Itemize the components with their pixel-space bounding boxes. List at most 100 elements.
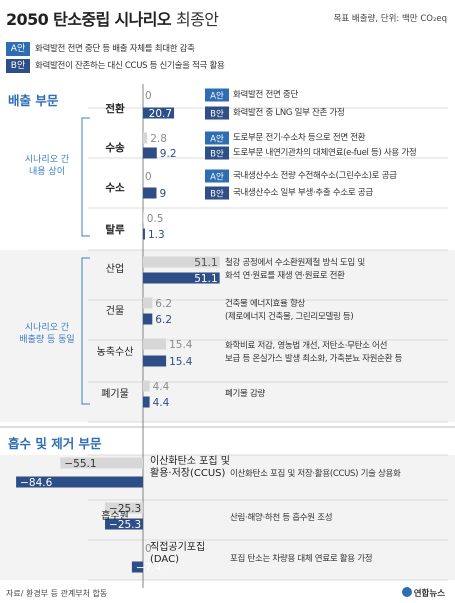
value-label-a: 6.2 (155, 298, 172, 310)
bracket-same (81, 257, 90, 405)
value-label-b: 20.7 (149, 108, 172, 120)
source-note: 자료/ 환경부 등 관계부처 합동 (6, 589, 108, 598)
row-desc: 건축물 에너지효율 향상 (225, 299, 306, 309)
value-label-b: −84.6 (20, 477, 52, 489)
bar-a (143, 338, 167, 350)
bar-a (143, 297, 153, 309)
legend-badge-b: B안 (6, 59, 30, 73)
row-badge-b (205, 106, 229, 120)
category-label: 산업 (105, 264, 125, 275)
bar-a (143, 212, 144, 224)
bar-b (143, 396, 150, 408)
bar-b (143, 107, 175, 119)
row-desc-a: 도로부문 전기·수소차 등으로 전면 전환 (233, 132, 366, 143)
row-desc: 폐기물 감량 (225, 388, 266, 399)
category-label: 건물 (105, 306, 125, 317)
bar-b (143, 355, 167, 367)
bar-b (143, 228, 145, 240)
bar-b (105, 518, 143, 530)
row-desc: 화학비료 저감, 영농법 개선, 저탄소·무탄소 어선 (225, 340, 388, 351)
bar-a (143, 256, 220, 268)
value-label-a: −25.3 (109, 503, 141, 515)
band-absorb (0, 455, 455, 580)
category-label: 직접공기포집 (150, 542, 206, 553)
value-label-b: 9 (160, 188, 167, 200)
category-label: 폐기물 (101, 389, 129, 400)
value-label-a: 0.5 (147, 213, 164, 225)
legend-text-b: 화력발전이 잔존하는 대신 CCUS 등 신기술을 적극 활용 (35, 61, 225, 71)
row-desc: 철강 공정에서 수소환원제철 방식 도입 및 (225, 258, 365, 268)
publisher-logo-text: 연합뉴스 (413, 589, 445, 599)
side-label-same-line2: 배출량 등 동일 (19, 335, 75, 345)
row-badge-a (205, 88, 229, 102)
section-title-absorb: 흡수 및 제거 부문 (8, 436, 102, 451)
bracket-differ (81, 117, 90, 237)
value-label-b: 51.1 (194, 273, 217, 285)
bar-b (143, 147, 157, 159)
legend-text-a: 화력발전 전면 중단 등 배출 자체를 최대한 감축 (35, 44, 195, 54)
row-desc-b: 화력발전 중 LNG 일부 잔존 가정 (233, 107, 345, 118)
value-label-a: −55.1 (64, 458, 96, 470)
value-label-a: 4.4 (153, 381, 170, 393)
value-label-b: 1.3 (148, 229, 165, 241)
category-label: 수송 (105, 142, 125, 154)
category-label: 활용·저장(CCUS) (150, 468, 226, 479)
row-badge-a-text: A안 (210, 172, 224, 183)
row-desc: 포집 탄소는 차량용 대체 연료로 활용 가정 (230, 554, 373, 564)
bar-a (143, 380, 150, 392)
value-label-b: 6.2 (155, 314, 172, 326)
value-label-a: 2.8 (150, 133, 167, 145)
title-sub: 최종안 (176, 10, 219, 29)
value-label-a: 15.4 (169, 339, 193, 351)
category-label: 탈루 (105, 224, 125, 236)
row-badge-b-text: B안 (210, 189, 224, 200)
row-desc: 산림·해양·하천 등 흡수원 조성 (230, 512, 333, 523)
category-label: 농축수산 (96, 347, 134, 358)
row-desc: 화석 연·원료를 재생 연·원료로 전환 (225, 271, 345, 281)
band-same-emission (0, 250, 455, 422)
row-badge-a-text: A안 (210, 134, 224, 145)
value-label-b: −7.4 (136, 562, 162, 574)
row-desc: (제로에너지 건축물, 그린리모델링 등) (225, 312, 354, 322)
category-label: 수소 (105, 182, 125, 194)
value-label-b: 9.2 (160, 148, 177, 160)
page-title: 2050 탄소중립 시나리오 최종안 (6, 6, 219, 30)
legend-badge-a: A안 (6, 42, 30, 56)
value-label-a: 51.1 (194, 257, 217, 269)
category-label: (DAC) (150, 554, 179, 565)
bar-a (143, 132, 148, 144)
category-label: 이산화탄소 포집 및 (150, 456, 230, 467)
row-desc: 보급 등 온실가스 발생 최소화, 가축분뇨 자원순환 등 (225, 353, 403, 364)
value-label-b: 4.4 (153, 397, 170, 409)
bar-b (16, 476, 144, 488)
bar-a (60, 457, 143, 469)
section-title-emission: 배출 부문 (8, 93, 59, 108)
bar-a (105, 502, 143, 514)
bar-b (143, 187, 157, 199)
bar-b (143, 272, 220, 284)
unit-label: 목표 배출량, 단위: 백만 CO₂eq (333, 14, 447, 24)
row-desc-a: 화력발전 전면 중단 (233, 89, 298, 100)
row-badge-b (205, 146, 229, 160)
value-label-b: 15.4 (169, 356, 193, 368)
category-label: 전환 (105, 103, 125, 115)
row-badge-a (205, 131, 229, 145)
row-badge-b (205, 186, 229, 200)
value-label-b: −25.3 (109, 519, 141, 531)
title-main: 2050 탄소중립 시나리오 (6, 10, 172, 29)
side-label-differ-line1: 시나리오 간 (24, 155, 70, 165)
side-label-same: 시나리오 간 배출량 등 동일 (12, 322, 82, 346)
value-label-a: 0 (145, 90, 152, 102)
row-badge-b-text: B안 (210, 149, 224, 160)
side-label-same-line1: 시나리오 간 (24, 323, 70, 333)
row-desc-b: 국내생산수소 일부 부생·추출 수소로 공급 (233, 187, 373, 198)
side-label-differ: 시나리오 간 내용 상이 (12, 154, 82, 178)
row-desc-a: 국내생산수소 전량 수전해수소(그린수소)로 공급 (233, 170, 397, 181)
row-desc: 이산화탄소 포집 및 저장·활용(CCUS) 기술 상용화 (230, 469, 401, 479)
row-badge-a-text: A안 (210, 91, 224, 102)
row-desc-b: 도로부문 내연기관차의 대체연료(e-fuel 등) 사용 가정 (233, 147, 417, 158)
publisher-logo: 연합뉴스 (401, 587, 445, 599)
row-badge-b-text: B안 (210, 109, 224, 120)
